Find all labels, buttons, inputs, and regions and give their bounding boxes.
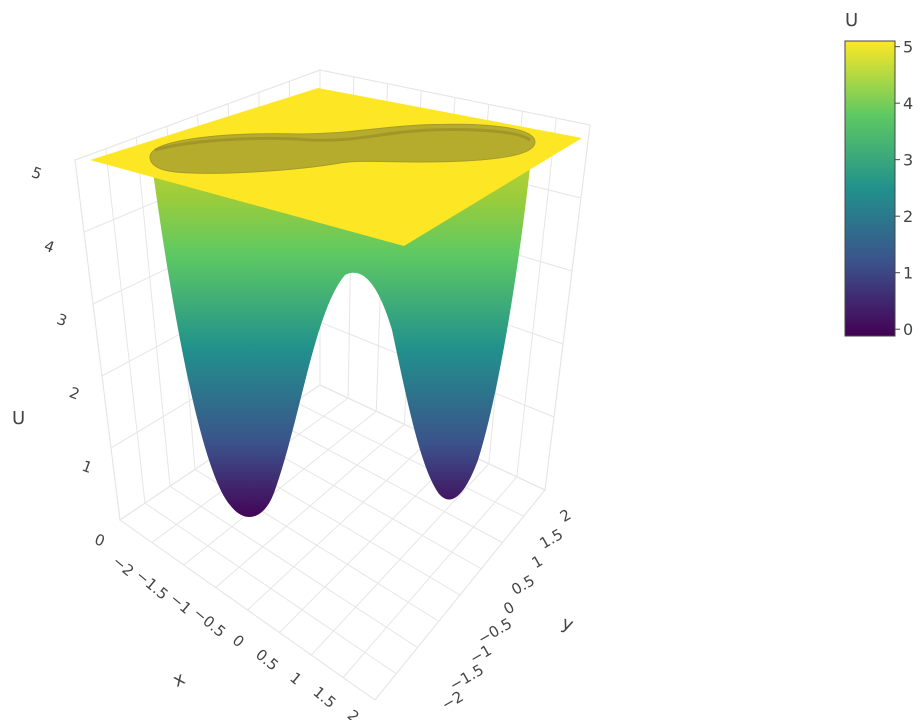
y-axis-title: y bbox=[559, 613, 577, 636]
x-tick-label: −1.5 bbox=[132, 566, 171, 603]
y-tick-label: 2 bbox=[557, 505, 574, 525]
wall-gridline bbox=[105, 148, 146, 504]
surface-rim-shadow bbox=[154, 127, 531, 152]
colorbar: U 0 1 2 3 4 5 bbox=[844, 10, 913, 339]
x-tick-label: 1.5 bbox=[310, 683, 340, 712]
x-tick-label: 0 bbox=[229, 631, 248, 651]
colorbar-tick-label: 1 bbox=[903, 264, 913, 283]
surface-rim bbox=[149, 123, 536, 174]
z-tick-label: 2 bbox=[67, 383, 82, 403]
x-tick-label: −2 bbox=[109, 552, 138, 580]
surface bbox=[90, 88, 582, 517]
y-tick-label: 1.5 bbox=[537, 525, 567, 553]
colorbar-gradient bbox=[844, 40, 896, 337]
wall-gridline bbox=[544, 124, 591, 491]
floor-gridline bbox=[294, 401, 524, 517]
colorbar-title: U bbox=[845, 10, 858, 31]
x-tick-label: −1 bbox=[166, 590, 195, 618]
y-tick-label: 0.5 bbox=[508, 571, 538, 599]
colorbar-tick-label: 5 bbox=[903, 38, 913, 57]
floor-gridline bbox=[310, 463, 490, 656]
colorbar-tick-label: 4 bbox=[903, 94, 913, 113]
colorbar-tick-label: 3 bbox=[903, 151, 913, 170]
z-axis-title: U bbox=[12, 408, 25, 429]
wall-gridline bbox=[74, 69, 591, 161]
floor-gridline bbox=[279, 450, 461, 633]
wall-gridline bbox=[516, 118, 557, 477]
colorbar-tick-label: 2 bbox=[903, 207, 913, 226]
wall-gridline bbox=[74, 159, 121, 521]
x-tick-label: −0.5 bbox=[190, 604, 229, 641]
y-tick-label: −0.5 bbox=[475, 614, 516, 648]
z-tick-label: 3 bbox=[54, 310, 69, 330]
x-axis-title: x bbox=[170, 668, 189, 692]
z-tick-label: 1 bbox=[80, 457, 95, 477]
floor-gridline bbox=[342, 476, 518, 678]
y-tick-label: −1.5 bbox=[446, 661, 487, 695]
z-tick-label: 0 bbox=[92, 530, 107, 550]
z-tick-label: 5 bbox=[29, 163, 44, 183]
y-tick-label: 1 bbox=[529, 552, 546, 572]
x-tick-label: 2 bbox=[344, 706, 363, 720]
floor-gridline bbox=[374, 489, 546, 701]
x-tick-label: 1 bbox=[286, 669, 305, 689]
surface-body bbox=[150, 150, 532, 517]
z-tick-label: 4 bbox=[42, 237, 57, 257]
wall-gridline bbox=[135, 137, 171, 487]
colorbar-tick-label: 0 bbox=[903, 320, 913, 339]
x-tick-label: 0.5 bbox=[252, 645, 282, 674]
floor-gridline bbox=[269, 418, 503, 543]
colorbar-ticks: 0 1 2 3 4 5 bbox=[895, 38, 913, 339]
